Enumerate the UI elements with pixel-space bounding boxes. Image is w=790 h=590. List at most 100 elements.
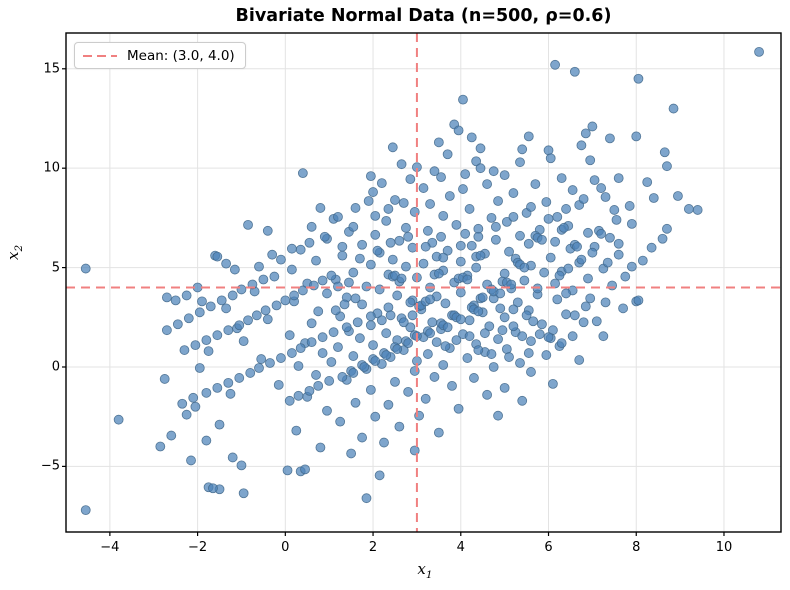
data-point: [442, 149, 453, 160]
data-point: [221, 303, 232, 314]
data-point: [436, 172, 446, 183]
data-point: [648, 193, 659, 203]
data-point: [528, 316, 539, 327]
data-point: [254, 363, 264, 373]
data-point: [170, 295, 181, 306]
data-point: [490, 221, 501, 232]
data-point: [333, 342, 343, 353]
data-point: [260, 305, 271, 316]
data-point: [488, 166, 499, 177]
data-point: [442, 245, 453, 256]
data-point: [453, 125, 464, 136]
data-point: [504, 246, 514, 257]
data-point: [585, 293, 596, 304]
data-point: [662, 223, 672, 234]
data-point: [407, 242, 418, 253]
data-point: [348, 368, 359, 378]
data-point: [405, 297, 416, 308]
data-point: [596, 228, 607, 239]
data-point: [262, 314, 273, 325]
x-tick-label: 8: [632, 540, 641, 555]
data-point: [348, 221, 359, 232]
data-point: [475, 143, 486, 154]
data-point: [526, 336, 536, 347]
data-point: [578, 194, 589, 204]
data-point: [425, 328, 435, 339]
data-point: [365, 311, 376, 322]
x-tick-label: 2: [368, 540, 378, 555]
data-point: [543, 213, 554, 224]
data-point: [455, 256, 466, 267]
data-point: [212, 330, 223, 341]
data-point: [339, 299, 350, 310]
data-point: [561, 288, 571, 299]
data-point: [596, 183, 607, 193]
data-point: [284, 395, 295, 406]
data-point: [585, 155, 596, 166]
data-point: [179, 345, 190, 355]
data-point: [519, 275, 530, 286]
x-axis-label-base: x: [417, 560, 426, 578]
data-point: [613, 249, 624, 260]
data-point: [190, 340, 201, 351]
data-point: [308, 280, 319, 291]
data-point: [313, 306, 324, 317]
data-point: [624, 201, 635, 211]
data-point: [394, 235, 405, 246]
data-point: [354, 333, 365, 344]
data-point: [297, 285, 308, 296]
data-point: [558, 222, 569, 233]
x-axis-label: x1: [0, 560, 790, 581]
data-point: [236, 284, 247, 295]
data-point: [473, 306, 484, 317]
x-tick-label: 0: [281, 540, 290, 555]
data-point: [466, 132, 477, 143]
x-tick-label: 6: [544, 540, 553, 555]
data-point: [425, 294, 435, 305]
data-point: [276, 254, 286, 265]
data-point: [357, 432, 367, 443]
data-point: [201, 387, 212, 398]
data-point: [234, 373, 245, 383]
data-point: [438, 252, 449, 263]
data-point: [475, 163, 486, 174]
data-point: [482, 179, 493, 189]
data-point: [605, 232, 615, 243]
data-point: [201, 335, 212, 346]
data-point: [422, 225, 433, 236]
data-point: [572, 241, 582, 252]
data-point: [433, 137, 444, 148]
data-point: [208, 483, 218, 494]
data-point: [499, 382, 510, 393]
data-point: [223, 377, 234, 388]
axis-ticks: [62, 68, 725, 536]
data-point: [455, 287, 466, 298]
data-point: [370, 210, 381, 221]
data-point: [460, 228, 471, 239]
data-point: [418, 183, 429, 193]
data-point: [576, 254, 587, 265]
data-point: [396, 273, 407, 284]
data-point: [471, 156, 482, 167]
data-point: [673, 191, 683, 201]
data-point: [519, 262, 530, 273]
data-point: [398, 198, 409, 208]
data-point: [458, 94, 468, 105]
data-point: [504, 352, 514, 362]
data-point: [462, 353, 473, 363]
data-point: [159, 374, 170, 384]
data-point: [186, 455, 196, 466]
data-point: [245, 368, 256, 378]
data-point: [313, 380, 324, 391]
data-point: [537, 319, 547, 330]
data-point: [420, 393, 431, 404]
data-point: [315, 442, 326, 453]
data-point: [526, 202, 536, 212]
data-point: [602, 257, 613, 268]
data-point: [526, 367, 536, 377]
data-point: [464, 315, 475, 326]
data-point: [368, 187, 378, 197]
data-point: [201, 435, 212, 446]
data-point: [563, 263, 574, 274]
